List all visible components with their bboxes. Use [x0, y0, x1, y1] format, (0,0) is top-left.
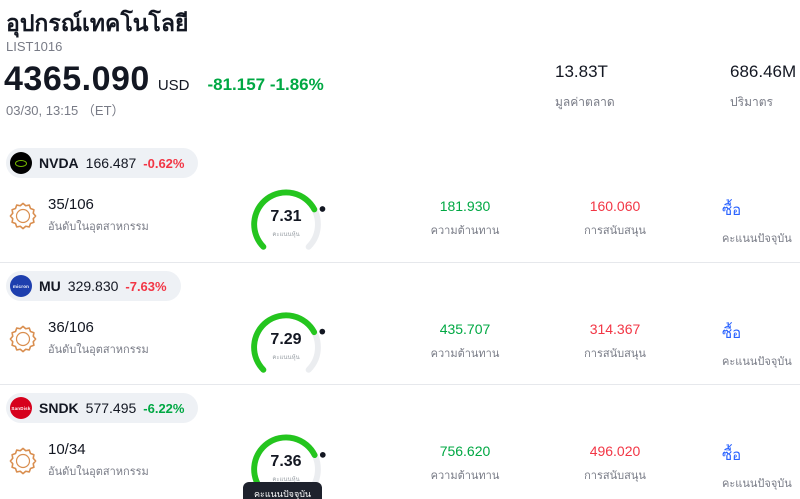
support-value: 314.367 [589, 321, 641, 337]
signal-label: คะแนนปัจจุบัน [722, 233, 792, 245]
stock-change: -0.62% [143, 155, 185, 171]
rank-label: อันดับในอุตสาหกรรม [48, 466, 149, 478]
rank-value: 10/34 [48, 441, 86, 458]
micron-logo-icon: micron [10, 275, 32, 297]
market-cap-label: มูลค่าตลาด [555, 95, 615, 109]
support-label: การสนับสนุน [584, 225, 646, 237]
gauge-caption: คะแนนหุ้น [272, 232, 300, 238]
price-row: 4365.090 USD -81.157 -1.86% [4, 60, 324, 99]
rank-value: 35/106 [48, 196, 94, 213]
rank-label: อันดับในอุตสาหกรรม [48, 221, 149, 233]
signal-value: ซื้อ [722, 325, 742, 342]
score-gauge: 7.29 คะแนนหุ้น [244, 305, 328, 383]
ticker: NVDA [39, 155, 79, 171]
signal-label: คะแนนปัจจุบัน [722, 478, 792, 490]
support-col: 496.020 การสนับสนุน [548, 443, 682, 484]
signal-label: คะแนนปัจจุบัน [722, 356, 792, 368]
industry-rank: 10/34 อันดับในอุตสาหกรรม [8, 441, 149, 480]
rank-value: 36/106 [48, 319, 94, 336]
signal-col: ซื้อ คะแนนปัจจุบัน [722, 321, 798, 370]
industry-rank: 36/106 อันดับในอุตสาหกรรม [8, 319, 149, 358]
rank-badge-icon [8, 446, 38, 476]
volume-value: 686.46M [730, 62, 797, 81]
resistance-col: 756.620 ความต้านทาน [398, 443, 532, 484]
signal-col: ซื้อ คะแนนปัจจุบัน [722, 443, 798, 492]
resistance-col: 181.930 ความต้านทาน [398, 198, 532, 239]
gauge-caption: คะแนนหุ้น [272, 477, 300, 483]
gauge-score: 7.29 [270, 331, 302, 348]
resistance-label: ความต้านทาน [430, 225, 500, 237]
index-price: 4365.090 [4, 60, 150, 98]
support-value: 496.020 [589, 443, 641, 459]
gauge-caption: คะแนนหุ้น [272, 355, 300, 361]
resistance-value: 756.620 [439, 443, 491, 459]
stock-price: 166.487 [85, 155, 137, 171]
ticker: MU [39, 278, 61, 294]
gauge-score: 7.36 [270, 453, 302, 470]
stock-price: 329.830 [67, 278, 119, 294]
market-cap-value: 13.83T [555, 62, 608, 81]
resistance-value: 181.930 [439, 198, 491, 214]
nvda-logo-icon [10, 152, 32, 174]
stock-change: -7.63% [125, 278, 167, 294]
stock-row-sndk: SanDisk SNDK 577.495 -6.22% 10/34 อันดับ… [0, 384, 800, 499]
resistance-value: 435.707 [439, 321, 491, 337]
resistance-label: ความต้านทาน [430, 470, 500, 482]
resistance-label: ความต้านทาน [430, 348, 500, 360]
stock-change: -6.22% [143, 400, 185, 416]
ticker: SNDK [39, 400, 79, 416]
symbol-pill-sndk[interactable]: SanDisk SNDK 577.495 -6.22% [6, 393, 199, 423]
score-gauge: 7.36 คะแนนหุ้น [244, 427, 328, 499]
signal-value: ซื้อ [722, 202, 742, 219]
page-title: อุปกรณ์เทคโนโลยี [6, 10, 189, 36]
score-gauge: 7.31 คะแนนหุ้น [244, 182, 328, 260]
industry-rank: 35/106 อันดับในอุตสาหกรรม [8, 196, 149, 235]
signal-col: ซื้อ คะแนนปัจจุบัน [722, 198, 798, 247]
timestamp: 03/30, 13:15 （ET） [6, 103, 125, 118]
rank-badge-icon [8, 324, 38, 354]
support-col: 314.367 การสนับสนุน [548, 321, 682, 362]
market-cap-stat: 13.83T มูลค่าตลาด [555, 62, 615, 112]
volume-label: ปริมาตร [730, 95, 773, 109]
stock-row-nvda: NVDA 166.487 -0.62% 35/106 อันดับในอุตสา… [0, 140, 800, 262]
currency-label: USD [157, 77, 190, 94]
support-col: 160.060 การสนับสนุน [548, 198, 682, 239]
gauge-score: 7.31 [270, 208, 302, 225]
rank-label: อันดับในอุตสาหกรรม [48, 344, 149, 356]
score-tooltip: คะแนนปัจจุบัน [243, 482, 323, 499]
resistance-col: 435.707 ความต้านทาน [398, 321, 532, 362]
volume-stat: 686.46M ปริมาตร [730, 62, 796, 112]
header: อุปกรณ์เทคโนโลยี LIST1016 4365.090 USD -… [0, 0, 800, 140]
list-id: LIST1016 [6, 39, 63, 54]
stock-row-mu: micron MU 329.830 -7.63% 36/106 อันดับใน… [0, 262, 800, 384]
sandisk-logo-icon: SanDisk [10, 397, 32, 419]
symbol-pill-nvda[interactable]: NVDA 166.487 -0.62% [6, 148, 199, 178]
signal-value: ซื้อ [722, 447, 742, 464]
support-label: การสนับสนุน [584, 348, 646, 360]
symbol-pill-mu[interactable]: micron MU 329.830 -7.63% [6, 271, 181, 301]
support-value: 160.060 [589, 198, 641, 214]
stock-price: 577.495 [85, 400, 137, 416]
price-change: -81.157 -1.86% [207, 75, 324, 94]
rank-badge-icon [8, 201, 38, 231]
support-label: การสนับสนุน [584, 470, 646, 482]
